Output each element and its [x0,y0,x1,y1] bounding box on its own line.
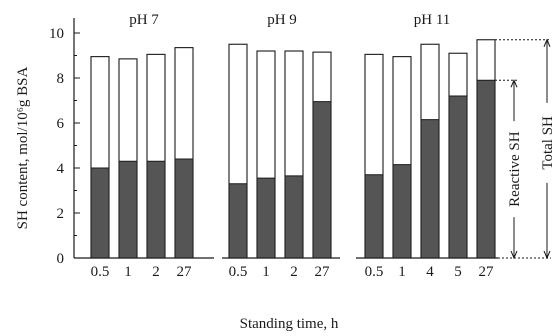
x-tick-label: 27 [315,264,331,280]
y-tick-label: 10 [49,26,64,42]
bar-reactive-sh [476,79,496,259]
reactive-sh-label: Reactive SH [507,131,523,207]
x-tick-label: 27 [177,264,193,280]
group-label: pH 7 [129,12,159,28]
x-tick-label: 1 [262,264,270,280]
bar-reactive-sh [392,164,412,259]
reactive-sh-arrow-down [510,250,518,260]
bar-reactive-sh [420,119,440,259]
x-tick-label: 1 [398,264,406,280]
annotations: Reactive SH Total SH [495,38,553,260]
x-tick-label: 27 [479,264,495,280]
bar-reactive-sh [146,160,166,259]
total-sh-label: Total SH [540,116,553,170]
bar-reactive-sh [174,158,194,259]
group-label: pH 11 [414,12,451,28]
x-tick-label: 4 [426,264,434,280]
bar-reactive-sh [284,175,304,259]
x-tick-label: 0.5 [365,264,384,280]
x-tick-label: 0.5 [229,264,248,280]
y-tick-label: 0 [57,251,65,267]
y-tick-label: 2 [57,206,65,222]
bar-reactive-sh [90,167,110,259]
total-sh-arrow-down [543,250,551,260]
bar-reactive-sh [118,160,138,259]
x-tick-label: 2 [152,264,160,280]
total-sh-arrow-up [543,38,551,47]
group-label: pH 9 [267,12,297,28]
x-tick-label: 0.5 [91,264,110,280]
bar-reactive-sh [228,183,248,259]
bar-reactive-sh [448,95,468,259]
x-tick-label: 1 [124,264,132,280]
x-tick-label: 2 [290,264,298,280]
x-tick-label: 5 [454,264,462,280]
y-tick-label: 4 [57,161,65,177]
bars [90,39,496,259]
y-tick-label: 8 [57,71,65,87]
x-axis-label: Standing time, h [240,316,339,332]
labels: 0 2 4 6 8 10 0.5 1 2 27 pH 7 0.5 1 2 27 pH 9 0.5 1 4 5 27 pH … [49,12,494,280]
bar-reactive-sh [256,177,276,259]
reactive-sh-arrow-up [510,78,518,88]
y-axis-label: SH content, mol/10⁶g BSA [15,66,31,229]
bar-reactive-sh [312,101,332,259]
bar-reactive-sh [364,174,384,259]
y-tick-label: 6 [57,116,65,132]
